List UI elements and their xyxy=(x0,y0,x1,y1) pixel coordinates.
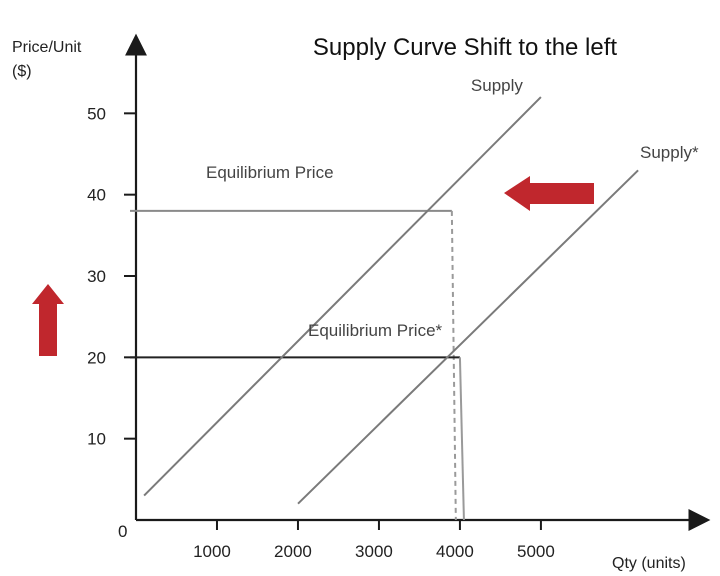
supply-curve-1 xyxy=(143,96,542,497)
y-tick-label-50: 50 xyxy=(87,104,106,123)
equilibrium-vertical-line-1 xyxy=(450,210,457,521)
y-tick-label-30: 30 xyxy=(87,267,106,286)
chart-title: Supply Curve Shift to the left xyxy=(313,34,617,61)
y-axis-label-line1: Price/Unit xyxy=(12,39,82,56)
x-axis-label: Qty (units) xyxy=(612,555,686,572)
y-tick-label-20: 20 xyxy=(87,348,106,367)
equilibrium-price-label: Equilibrium Price xyxy=(206,163,334,182)
y-tick-label-10: 10 xyxy=(87,430,106,449)
y-axis-label-line2: ($) xyxy=(12,63,32,80)
x-tick-label-3000: 3000 xyxy=(355,542,393,561)
price-up-arrow xyxy=(32,284,64,356)
x-tick-label-4000: 4000 xyxy=(436,542,474,561)
origin-label: 0 xyxy=(118,522,127,541)
x-tick-label-5000: 5000 xyxy=(517,542,555,561)
supply-curve-label: Supply xyxy=(471,76,523,95)
shift-left-arrow xyxy=(504,176,594,211)
x-tick-label-2000: 2000 xyxy=(274,542,312,561)
equilibrium-vertical-line-2 xyxy=(458,357,465,521)
supply-star-curve-label: Supply* xyxy=(640,143,699,162)
supply-curve-2 xyxy=(297,169,639,505)
x-tick-label-1000: 1000 xyxy=(193,542,231,561)
y-tick-label-40: 40 xyxy=(87,186,106,205)
equilibrium-price-star-label: Equilibrium Price* xyxy=(308,321,443,340)
